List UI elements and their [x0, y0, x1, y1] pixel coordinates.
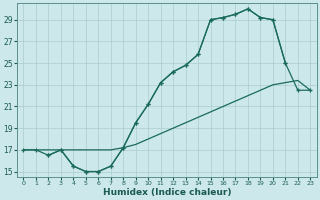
X-axis label: Humidex (Indice chaleur): Humidex (Indice chaleur)	[103, 188, 231, 197]
